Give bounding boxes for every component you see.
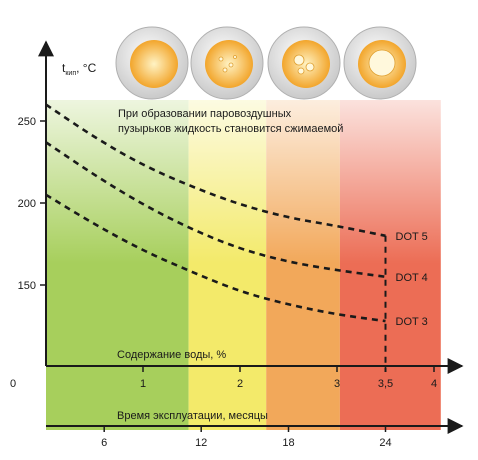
series-line-3 [45,193,386,323]
series-labels: DOT 5 DOT 4 DOT 3 [396,231,428,328]
x-tick-time-label-1: 12 [195,437,207,449]
series-label-1: DOT 5 [396,231,428,243]
tube-illustration-4 [343,26,417,100]
y-tick-label-250: 250 [18,116,36,128]
series-label-3: DOT 3 [396,316,428,328]
annotation-line-2: пузырьков жидкость становится сжимаемой [118,123,343,135]
x-tick-water-label-5: 4 [431,378,437,390]
y-tick-label-150: 150 [18,280,36,292]
series-line-2 [45,141,386,279]
x-tick-time-label-2: 18 [282,437,294,449]
x-tick-time-label-0: 6 [101,437,107,449]
series-label-2: DOT 4 [396,272,428,284]
x-ticks-time: 6 12 18 24 [101,426,392,449]
tube-illustration-3 [267,26,341,100]
y-ticks: 150 200 250 [18,116,46,292]
y-tick-label-200: 200 [18,198,36,210]
x-tick-water-label-2: 2 [237,378,243,390]
y-axis-label: tкип, °C [62,61,97,77]
series-line-1 [45,103,386,238]
x-tick-water-label-4: 3,5 [378,378,393,390]
x-axis-time-label: Время эксплуатации, месяцы [117,410,268,422]
tube-illustrations [115,26,417,100]
x-tick-water-label-1: 1 [140,378,146,390]
series-lines [45,103,386,323]
tube-illustration-2 [190,26,264,100]
x-tick-water-label-3: 3 [334,378,340,390]
x-axis-water-label: Содержание воды, % [117,349,226,361]
x-tick-time-label-3: 24 [379,437,391,449]
annotation: При образовании паровоздушных пузырьков … [118,108,343,135]
x-tick-water-label-0: 0 [10,378,16,390]
tube-illustration-1 [115,26,189,100]
annotation-line-1: При образовании паровоздушных [118,108,292,120]
zones-fade-overlay [46,60,441,430]
